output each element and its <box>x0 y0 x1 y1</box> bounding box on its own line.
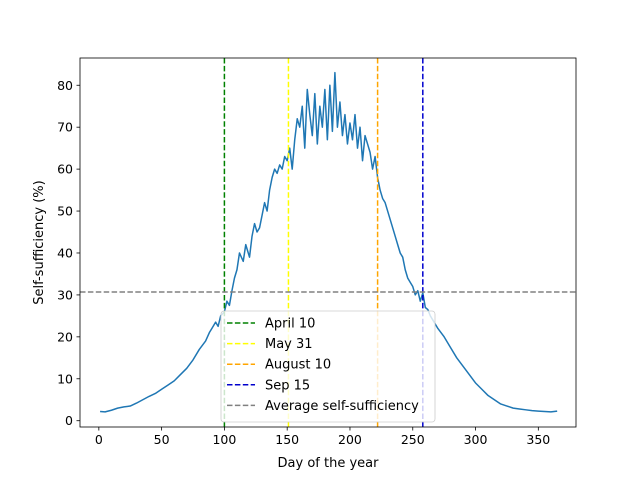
tick-layer: 0 50 100 150 200 250 300 350 0 10 20 30 40 50 60 70 80 <box>57 78 550 447</box>
legend-entry-label: May 31 <box>265 337 313 352</box>
y-tick-label: 70 <box>57 120 73 135</box>
y-tick-label: 40 <box>57 245 73 260</box>
x-tick-label: 100 <box>212 432 236 447</box>
legend-box <box>220 310 436 423</box>
y-tick-label: 60 <box>57 162 73 177</box>
legend-entry-label: Average self-sufficiency <box>265 399 419 414</box>
y-axis-label: Self-sufficiency (%) <box>32 180 47 304</box>
y-tick-label: 30 <box>57 287 73 302</box>
y-tick-label: 20 <box>57 329 73 344</box>
legend-entry-label: Sep 15 <box>265 378 310 393</box>
y-tick-label: 10 <box>57 371 73 386</box>
legend: April 10 May 31 August 10 Sep 15 Average sel… <box>220 310 436 423</box>
y-tick-label: 50 <box>57 204 73 219</box>
legend-entry-label: August 10 <box>265 358 331 373</box>
x-tick-label: 200 <box>338 432 362 447</box>
x-tick-label: 0 <box>95 432 103 447</box>
x-axis-label: Day of the year <box>278 456 380 471</box>
y-tick-label: 80 <box>57 78 73 93</box>
legend-entry-label: April 10 <box>265 317 315 332</box>
x-tick-label: 250 <box>401 432 425 447</box>
x-tick-label: 350 <box>526 432 550 447</box>
y-tick-label: 0 <box>65 413 73 428</box>
axes-frame <box>79 57 577 428</box>
x-tick-label: 300 <box>464 432 488 447</box>
x-tick-label: 50 <box>154 432 170 447</box>
x-tick-label: 150 <box>275 432 299 447</box>
